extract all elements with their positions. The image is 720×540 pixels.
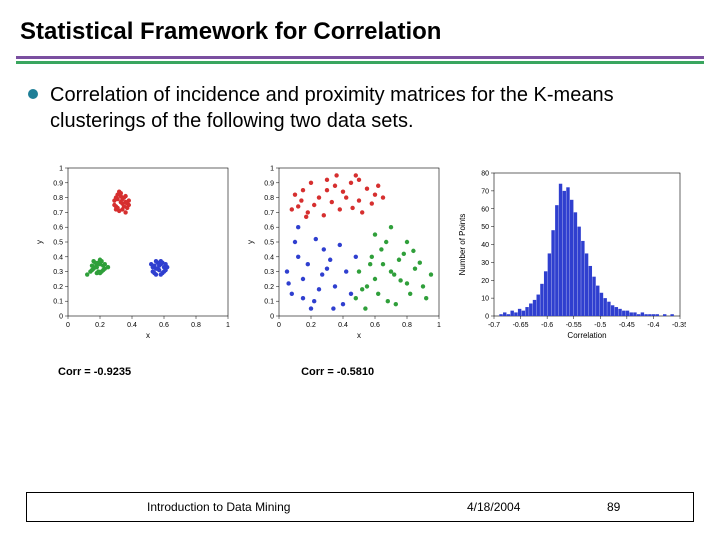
svg-text:0: 0	[66, 322, 70, 329]
scatter-chart-1: 0 0.2 0.4 0.6 0.8 1 0 0.1 0.2 0.3 0.4 0.5 0.6 0.7 0.8 0…	[34, 162, 234, 342]
charts-row: 00.20.40.60.8100.10.20.30.40.50.60.70.80…	[28, 162, 692, 342]
svg-text:0.4: 0.4	[53, 254, 63, 261]
svg-text:x: x	[146, 331, 150, 340]
svg-text:y: y	[35, 240, 44, 244]
slide-footer: Introduction to Data Mining 4/18/2004 89	[26, 492, 694, 522]
svg-text:-0.6: -0.6	[541, 322, 553, 329]
svg-text:0.5: 0.5	[53, 240, 63, 247]
svg-text:20: 20	[481, 278, 489, 285]
svg-text:0.4: 0.4	[264, 254, 274, 261]
svg-text:0.5: 0.5	[264, 240, 274, 247]
svg-text:0.1: 0.1	[264, 299, 274, 306]
footer-page-number: 89	[607, 500, 620, 514]
svg-text:-0.45: -0.45	[619, 322, 635, 329]
footer-left: Introduction to Data Mining	[147, 500, 290, 514]
svg-text:0.7: 0.7	[264, 210, 274, 217]
corr-labels-row: Corr = -0.9235 Corr = -0.5810	[28, 342, 692, 378]
corr-label-1: Corr = -0.9235	[58, 366, 131, 378]
svg-text:0.9: 0.9	[264, 180, 274, 187]
svg-text:-0.5: -0.5	[594, 322, 606, 329]
svg-text:0.2: 0.2	[95, 322, 105, 329]
svg-text:Number of Points: Number of Points	[458, 214, 467, 276]
svg-text:0.2: 0.2	[306, 322, 316, 329]
bullet-row: Correlation of incidence and proximity m…	[28, 82, 692, 134]
svg-text:0.4: 0.4	[127, 322, 137, 329]
svg-text:-0.35: -0.35	[672, 322, 686, 329]
svg-text:0.6: 0.6	[159, 322, 169, 329]
svg-text:0: 0	[270, 314, 274, 321]
svg-text:0.9: 0.9	[53, 180, 63, 187]
svg-text:0.6: 0.6	[53, 225, 63, 232]
svg-text:0: 0	[277, 322, 281, 329]
svg-text:0.2: 0.2	[264, 284, 274, 291]
svg-text:1: 1	[437, 322, 441, 329]
svg-text:0.3: 0.3	[53, 269, 63, 276]
corr-label-2: Corr = -0.5810	[301, 366, 374, 378]
svg-text:0.3: 0.3	[264, 269, 274, 276]
svg-text:1: 1	[226, 322, 230, 329]
svg-text:0.8: 0.8	[264, 195, 274, 202]
svg-text:0: 0	[59, 314, 63, 321]
svg-text:1: 1	[270, 166, 274, 173]
svg-text:-0.55: -0.55	[566, 322, 582, 329]
svg-text:0.1: 0.1	[53, 299, 63, 306]
svg-text:0.8: 0.8	[191, 322, 201, 329]
svg-text:0.4: 0.4	[338, 322, 348, 329]
slide-body: Correlation of incidence and proximity m…	[0, 64, 720, 378]
svg-text:30: 30	[481, 260, 489, 267]
title-divider-1	[16, 56, 704, 59]
bullet-text: Correlation of incidence and proximity m…	[50, 82, 692, 134]
svg-text:70: 70	[481, 188, 489, 195]
slide-title: Statistical Framework for Correlation	[0, 0, 720, 56]
histogram-chart: -0.7 -0.65 -0.6 -0.55 -0.5 -0.45 -0.4 -0.35 0 10 2…	[456, 167, 686, 342]
svg-text:0.8: 0.8	[53, 195, 63, 202]
svg-text:0.8: 0.8	[402, 322, 412, 329]
svg-text:50: 50	[481, 224, 489, 231]
svg-text:1: 1	[59, 166, 63, 173]
svg-text:0.6: 0.6	[370, 322, 380, 329]
svg-text:-0.65: -0.65	[513, 322, 529, 329]
svg-text:-0.4: -0.4	[647, 322, 659, 329]
svg-text:0.2: 0.2	[53, 284, 63, 291]
svg-text:0.7: 0.7	[53, 210, 63, 217]
svg-text:x: x	[357, 331, 361, 340]
svg-text:60: 60	[481, 206, 489, 213]
svg-text:Correlation: Correlation	[567, 331, 606, 340]
svg-text:-0.7: -0.7	[488, 322, 500, 329]
svg-text:y: y	[246, 240, 255, 244]
svg-text:0.6: 0.6	[264, 225, 274, 232]
svg-text:80: 80	[481, 171, 489, 178]
bullet-icon	[28, 89, 38, 99]
svg-text:10: 10	[481, 296, 489, 303]
svg-text:40: 40	[481, 242, 489, 249]
scatter-chart-2: 0 0.2 0.4 0.6 0.8 1 0 0.1 0.2 0.3 0.4 0.5 0.6 0.7 0.8 0…	[245, 162, 445, 342]
svg-text:0: 0	[485, 314, 489, 321]
footer-date: 4/18/2004	[467, 500, 520, 514]
